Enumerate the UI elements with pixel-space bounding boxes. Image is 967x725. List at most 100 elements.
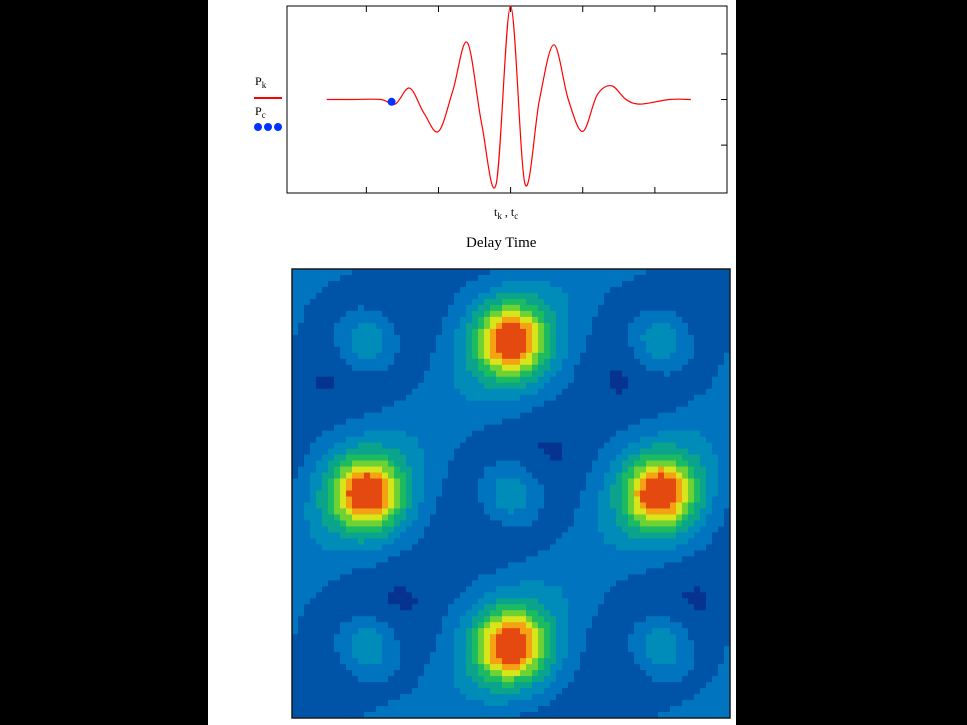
heatmap-cell [640, 274, 647, 282]
heatmap-cell [550, 292, 557, 300]
heatmap-cell [634, 304, 641, 312]
heatmap-cell [676, 670, 683, 677]
heatmap-cell [352, 304, 359, 312]
heatmap-cell [322, 526, 329, 534]
heatmap-cell [640, 526, 647, 534]
heatmap-cell [304, 388, 311, 396]
heatmap-cell [358, 382, 365, 390]
heatmap-cell [646, 292, 653, 300]
heatmap-cell [406, 628, 413, 635]
heatmap-cell [586, 610, 593, 617]
heatmap-cell [424, 430, 431, 438]
heatmap-cell [682, 269, 689, 276]
heatmap-cell [448, 568, 455, 575]
heatmap-cell [622, 496, 629, 504]
heatmap-cell [352, 388, 359, 396]
heatmap-cell [496, 286, 503, 294]
heatmap-cell [322, 286, 329, 294]
heatmap-cell [622, 412, 629, 420]
heatmap-cell [670, 346, 677, 354]
heatmap-cell [424, 328, 431, 336]
heatmap-cell [376, 346, 383, 354]
heatmap-cell [298, 604, 305, 611]
heatmap-cell [634, 628, 641, 635]
heatmap-cell [502, 580, 509, 587]
heatmap-cell [352, 406, 359, 414]
heatmap-cell [334, 490, 341, 498]
heatmap-cell [532, 376, 539, 384]
heatmap-cell [646, 568, 653, 575]
heatmap-cell [418, 334, 425, 342]
heatmap-cell [340, 472, 347, 480]
heatmap-cell [622, 454, 629, 462]
heatmap-cell [436, 562, 443, 569]
heatmap-cell [394, 586, 401, 593]
heatmap-cell [532, 592, 539, 599]
heatmap-cell [490, 454, 497, 462]
heatmap-cell [592, 496, 599, 504]
heatmap-cell [526, 304, 533, 312]
heatmap-cell [682, 646, 689, 653]
heatmap-cell [604, 448, 611, 456]
heatmap-cell [448, 424, 455, 432]
heatmap-cell [724, 598, 730, 605]
heatmap-cell [604, 430, 611, 438]
heatmap-cell [646, 328, 653, 336]
heatmap-cell [658, 586, 665, 593]
heatmap-cell [424, 340, 431, 348]
heatmap-cell [466, 334, 473, 342]
heatmap-cell [610, 670, 617, 677]
heatmap-cell [664, 376, 671, 384]
heatmap-cell [502, 430, 509, 438]
heatmap-cell [496, 376, 503, 384]
heatmap-cell [298, 538, 305, 545]
heatmap-cell [340, 520, 347, 528]
heatmap-cell [700, 580, 707, 587]
heatmap-cell [406, 646, 413, 653]
heatmap-cell [676, 664, 683, 671]
heatmap-cell [346, 269, 353, 276]
heatmap-cell [298, 412, 305, 420]
heatmap-cell [592, 334, 599, 342]
heatmap-cell [502, 304, 509, 312]
heatmap-cell [538, 352, 545, 360]
heatmap-cell [568, 610, 575, 617]
heatmap-cell [418, 670, 425, 677]
heatmap-cell [706, 406, 713, 414]
heatmap-cell [412, 430, 419, 438]
heatmap-cell [568, 466, 575, 474]
heatmap-cell [676, 394, 683, 402]
heatmap-cell [472, 448, 479, 456]
heatmap-cell [712, 424, 719, 432]
heatmap-cell [526, 622, 533, 629]
heatmap-cell [670, 634, 677, 641]
heatmap-cell [544, 634, 551, 641]
heatmap-cell [580, 598, 587, 605]
heatmap-cell [376, 454, 383, 462]
heatmap-cell [622, 310, 629, 318]
heatmap-cell [304, 364, 311, 372]
heatmap-cell [370, 514, 377, 522]
heatmap-cell [316, 646, 323, 653]
heatmap-cell [706, 346, 713, 354]
heatmap-cell [718, 568, 725, 575]
heatmap-cell [394, 640, 401, 647]
heatmap-cell [298, 310, 305, 318]
heatmap-cell [580, 490, 587, 498]
heatmap-cell [598, 478, 605, 486]
heatmap-cell [514, 604, 521, 611]
heatmap-cell [370, 304, 377, 312]
heatmap-cell [430, 472, 437, 480]
heatmap-cell [328, 274, 335, 282]
heatmap-cell [580, 568, 587, 575]
heatmap-cell [424, 622, 431, 629]
heatmap-cell [442, 502, 449, 510]
heatmap-cell [544, 358, 551, 366]
heatmap-cell [376, 640, 383, 647]
heatmap-cell [508, 388, 515, 396]
heatmap-cell [514, 412, 521, 420]
heatmap-cell [436, 280, 443, 288]
heatmap-cell [538, 466, 545, 474]
heatmap-cell [424, 364, 431, 372]
heatmap-cell [616, 508, 623, 516]
